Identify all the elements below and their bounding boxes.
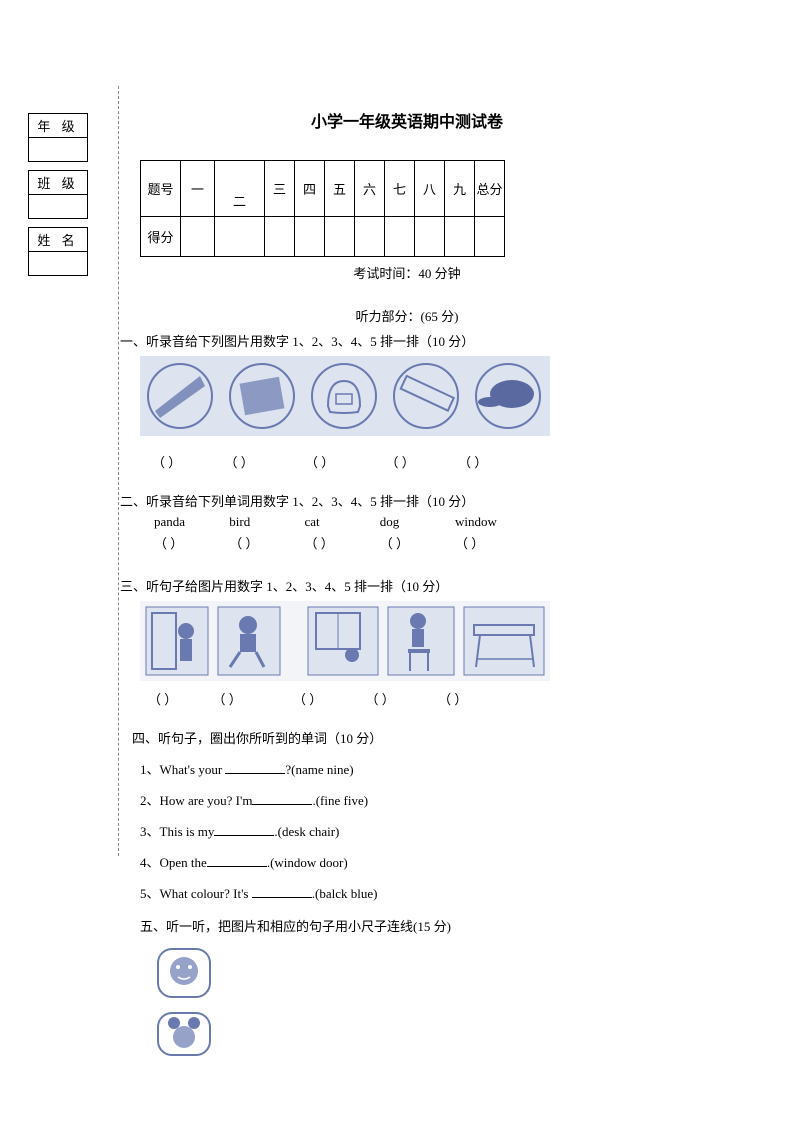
name-label: 姓 名 (29, 228, 88, 252)
q4-item-post: .(fine five) (312, 793, 368, 808)
q1-b3[interactable]: （ ） (305, 452, 334, 471)
q3-b5[interactable]: （ ） (438, 689, 467, 708)
q1-b1[interactable]: （ ） (152, 452, 181, 471)
q1-b4[interactable]: （ ） (386, 452, 415, 471)
score-cell-total[interactable] (475, 217, 505, 257)
q3-b2[interactable]: （ ） (213, 689, 242, 708)
score-table: 题号 一 二 三 四 五 六 七 八 九 总分 得分 (140, 160, 505, 257)
col-4: 四 (295, 161, 325, 217)
score-cell-2[interactable] (215, 217, 265, 257)
q2-w3: cat (305, 514, 377, 530)
q5-image-2 (154, 1009, 682, 1061)
q1-b2[interactable]: （ ） (225, 452, 254, 471)
q4-item-pre: What's your (160, 762, 226, 777)
q4-blank[interactable] (225, 762, 285, 774)
grade-box: 年 级 (28, 113, 88, 162)
q4-item-pre: Open the (160, 855, 207, 870)
q4-blank[interactable] (207, 855, 267, 867)
col-7: 七 (385, 161, 415, 217)
q4-item-pre: What colour? It's (160, 886, 252, 901)
q3-title: 三、听句子给图片用数字 1、2、3、4、5 排一排（10 分） (120, 576, 682, 595)
col-6: 六 (355, 161, 385, 217)
col-1: 一 (181, 161, 215, 217)
q4-title: 四、听句子，圈出你所听到的单词（10 分） (132, 728, 682, 747)
exam-title: 小学一年级英语期中测试卷 (132, 108, 682, 132)
q4-item-post: ?(name nine) (285, 762, 353, 777)
q4-item-4: 4、Open the .(window door) (140, 852, 682, 871)
listening-header: 听力部分：(65 分) (132, 306, 682, 325)
q4-blank[interactable] (252, 886, 312, 898)
q4-blank[interactable] (214, 824, 274, 836)
q1-brackets: （ ） （ ） （ ） （ ） （ ） (140, 452, 682, 471)
q3-b4[interactable]: （ ） (366, 689, 395, 708)
row-label-question: 题号 (141, 161, 181, 217)
class-label: 班 级 (29, 171, 88, 195)
vertical-divider (118, 86, 119, 856)
score-cell-3[interactable] (265, 217, 295, 257)
col-5: 五 (325, 161, 355, 217)
q5-title: 五、听一听，把图片和相应的句子用小尺子连线(15 分) (140, 916, 682, 935)
q4-item-post: .(balck blue) (312, 886, 378, 901)
col-8: 八 (415, 161, 445, 217)
score-cell-5[interactable] (325, 217, 355, 257)
q4-item-3: 3、This is my .(desk chair) (140, 821, 682, 840)
col-9: 九 (445, 161, 475, 217)
main-content: 小学一年级英语期中测试卷 题号 一 二 三 四 五 六 七 八 九 总分 得分 (132, 108, 682, 1061)
q3-images (140, 601, 682, 681)
q1-images (140, 356, 682, 436)
q4-item-num: 1、 (140, 762, 160, 777)
score-cell-9[interactable] (445, 217, 475, 257)
score-cell-4[interactable] (295, 217, 325, 257)
student-info-column: 年 级 班 级 姓 名 (28, 113, 88, 284)
score-cell-7[interactable] (385, 217, 415, 257)
q4-item-pre: This is my (160, 824, 215, 839)
q3-brackets: （ ） （ ） （ ） （ ） （ ） (140, 689, 682, 708)
q3-b1[interactable]: （ ） (148, 689, 177, 708)
exam-time: 考试时间：40 分钟 (132, 263, 682, 282)
q4-blank[interactable] (252, 793, 312, 805)
q4-item-post: .(window door) (267, 855, 348, 870)
q4-item-post: .(desk chair) (274, 824, 339, 839)
score-cell-8[interactable] (415, 217, 445, 257)
name-blank[interactable] (29, 252, 88, 276)
col-total: 总分 (475, 161, 505, 217)
q2-b4[interactable]: （ ） (380, 533, 452, 552)
page: 年 级 班 级 姓 名 小学一年级英语期中测试卷 题号 一 二 三 四 五 六 … (0, 0, 793, 1122)
q4-item-num: 2、 (140, 793, 160, 808)
q3-b3[interactable]: （ ） (293, 689, 322, 708)
row-label-score: 得分 (141, 217, 181, 257)
q5-image-1 (154, 945, 682, 1005)
col-3: 三 (265, 161, 295, 217)
score-cell-1[interactable] (181, 217, 215, 257)
col-2: 二 (215, 161, 265, 217)
q2-w4: dog (380, 514, 452, 530)
class-box: 班 级 (28, 170, 88, 219)
q4-item-num: 4、 (140, 855, 160, 870)
q4-item-num: 5、 (140, 886, 160, 901)
q2-words: panda bird cat dog window (154, 514, 682, 530)
q2-b5[interactable]: （ ） (455, 533, 527, 552)
q2-b3[interactable]: （ ） (305, 533, 377, 552)
q2-b1[interactable]: （ ） (154, 533, 226, 552)
q2-w5: window (455, 514, 527, 530)
q4-item-5: 5、What colour? It's .(balck blue) (140, 883, 682, 902)
grade-blank[interactable] (29, 138, 88, 162)
score-cell-6[interactable] (355, 217, 385, 257)
q4-item-pre: How are you? I'm (160, 793, 253, 808)
class-blank[interactable] (29, 195, 88, 219)
q4-item-2: 2、How are you? I'm .(fine five) (140, 790, 682, 809)
q2-w1: panda (154, 514, 226, 530)
q2-w2: bird (229, 514, 301, 530)
q1-b5[interactable]: （ ） (458, 452, 487, 471)
name-box: 姓 名 (28, 227, 88, 276)
q2-brackets: （ ） （ ） （ ） （ ） （ ） (154, 533, 682, 552)
q2-b2[interactable]: （ ） (229, 533, 301, 552)
q4-items: 1、What's your ?(name nine) 2、How are you?… (132, 759, 682, 902)
q2-title: 二、听录音给下列单词用数字 1、2、3、4、5 排一排（10 分） (120, 491, 682, 510)
q4-item-num: 3、 (140, 824, 160, 839)
grade-label: 年 级 (29, 114, 88, 138)
q1-title: 一、听录音给下列图片用数字 1、2、3、4、5 排一排（10 分） (120, 331, 682, 350)
q4-item-1: 1、What's your ?(name nine) (140, 759, 682, 778)
